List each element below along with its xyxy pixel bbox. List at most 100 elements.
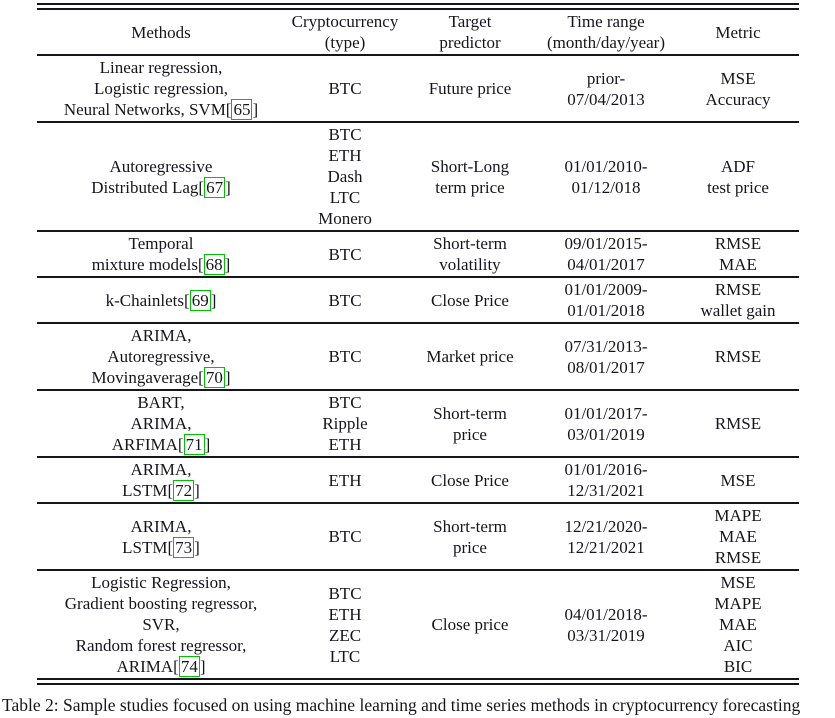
table-row: Logistic Regression, Gradient boosting re…	[37, 570, 799, 678]
table-row: k-Chainlets[69] BTC Close Price 01/01/2009-…	[37, 277, 799, 323]
header-label-line: Time range	[567, 12, 645, 31]
cell-metric: RMSE MAE	[677, 231, 799, 277]
citation-link[interactable]: 67	[204, 176, 226, 198]
cell-line: prior-	[586, 68, 626, 88]
cell-line: Distributed Lag[67]	[91, 176, 231, 198]
citation-link[interactable]: 70	[203, 367, 225, 388]
cell-line: Monero	[318, 209, 372, 228]
cell-line: ETH	[328, 435, 362, 454]
header-label-line: Methods	[131, 22, 191, 42]
cell-line: RMSE	[714, 548, 762, 567]
cell-cryptocurrency: ETH	[285, 457, 405, 503]
cell-time-range: 04/01/2018- 03/31/2019	[535, 570, 677, 678]
cell-line: wallet gain	[700, 301, 776, 320]
cell-line: LSTM[73]	[122, 536, 200, 558]
column-header-time-range: Time range (month/day/year)	[535, 10, 677, 55]
citation-link[interactable]: 69	[189, 289, 211, 311]
studies-table: Methods Cryptocurrency (type) Target predi…	[37, 10, 799, 678]
cell-line: LTC	[329, 646, 361, 666]
cell-line: 04/01/2018-	[564, 604, 648, 624]
cell-metric: MAPE MAE RMSE	[677, 503, 799, 570]
cell-time-range: 07/31/2013- 08/01/2017	[535, 323, 677, 390]
cell-line: price	[453, 537, 487, 557]
studies-table-container: Methods Cryptocurrency (type) Target predi…	[37, 3, 799, 685]
citation-link[interactable]: 68	[203, 254, 225, 275]
cell-methods: ARIMA, Autoregressive, Movingaverage[70]	[37, 323, 285, 390]
cell-line: Close Price	[431, 470, 509, 490]
cell-line: 07/04/2013	[567, 89, 645, 109]
cell-line: 12/31/2021	[567, 481, 645, 500]
cell-line: 01/01/2010-	[564, 156, 648, 176]
table-row: Linear regression, Logistic regression, Ne…	[37, 55, 799, 122]
cell-target-predictor: Future price	[405, 55, 535, 122]
cell-line: BTC	[328, 125, 362, 144]
cell-line: 01/01/2018	[567, 301, 645, 320]
header-label-line: (type)	[324, 33, 366, 52]
citation-link[interactable]: 65	[231, 99, 253, 120]
cell-line: Close price	[431, 615, 509, 634]
cell-line: ADF	[720, 156, 755, 176]
citation-link[interactable]: 72	[173, 480, 195, 501]
cell-line: price	[453, 424, 487, 444]
cell-metric: RMSE	[677, 323, 799, 390]
cell-line: ARIMA,	[130, 326, 192, 345]
cell-line: 03/31/2019	[567, 625, 645, 645]
cell-line: Random forest regressor,	[75, 636, 247, 655]
table-body: Linear regression, Logistic regression, Ne…	[37, 55, 799, 678]
cell-line: BTC	[328, 290, 362, 310]
cell-line: 07/31/2013-	[564, 336, 648, 356]
cell-cryptocurrency: BTC ETH Dash LTC Monero	[285, 122, 405, 231]
cell-line: 09/01/2015-	[564, 234, 648, 253]
cell-metric: MSE MAPE MAE AIC BIC	[677, 570, 799, 678]
cell-methods: Linear regression, Logistic regression, Ne…	[37, 55, 285, 122]
header-label-line: Metric	[715, 22, 761, 42]
cell-line: BTC	[328, 583, 362, 603]
cell-line: Close Price	[431, 290, 509, 310]
cell-line: Short-term	[433, 403, 507, 423]
cell-line: Accuracy	[705, 89, 771, 109]
cell-time-range: 09/01/2015- 04/01/2017	[535, 231, 677, 277]
cell-time-range: prior- 07/04/2013	[535, 55, 677, 122]
cell-line: volatility	[439, 255, 501, 274]
cell-line: Logistic regression,	[93, 79, 229, 98]
header-label-line: Cryptocurrency	[291, 12, 399, 31]
citation-link[interactable]: 74	[178, 656, 200, 677]
citation-link[interactable]: 71	[183, 434, 205, 455]
cell-line: ETH	[328, 604, 362, 624]
table-row: ARIMA, LSTM[73] BTC Short-term price 12/21/20…	[37, 503, 799, 570]
cell-line: 01/01/2016-	[564, 460, 648, 479]
cell-metric: RMSE wallet gain	[677, 277, 799, 323]
cell-methods: Logistic Regression, Gradient boosting re…	[37, 570, 285, 678]
cell-target-predictor: Market price	[405, 323, 535, 390]
cell-line: LSTM[72]	[122, 480, 200, 501]
column-header-target-predictor: Target predictor	[405, 10, 535, 55]
cell-metric: MSE	[677, 457, 799, 503]
cell-metric: ADF test price	[677, 122, 799, 231]
cell-line: Ripple	[322, 414, 368, 433]
cell-cryptocurrency: BTC	[285, 277, 405, 323]
cell-target-predictor: Close price	[405, 570, 535, 678]
cell-line: Linear regression,	[99, 58, 223, 77]
cell-line: Gradient boosting regressor,	[64, 594, 258, 613]
cell-line: Autoregressive,	[107, 347, 215, 366]
cell-cryptocurrency: BTC	[285, 323, 405, 390]
cell-line: 01/01/2017-	[564, 403, 648, 423]
cell-cryptocurrency: BTC Ripple ETH	[285, 390, 405, 457]
cell-methods: k-Chainlets[69]	[37, 277, 285, 323]
cell-methods: ARIMA, LSTM[73]	[37, 503, 285, 570]
cell-line: MSE	[720, 68, 756, 88]
cell-line: ETH	[328, 146, 362, 165]
header-label-line: predictor	[439, 33, 501, 52]
cell-cryptocurrency: BTC	[285, 231, 405, 277]
cell-line: RMSE	[714, 280, 762, 299]
cell-time-range: 01/01/2016- 12/31/2021	[535, 457, 677, 503]
column-header-metric: Metric	[677, 10, 799, 55]
cell-line: RMSE	[714, 347, 762, 366]
cell-line: BIC	[723, 657, 753, 676]
cell-line: BTC	[328, 79, 362, 98]
table-row: ARIMA, Autoregressive, Movingaverage[70] BT…	[37, 323, 799, 390]
cell-line: Dash	[327, 167, 363, 186]
cell-line: Movingaverage[70]	[91, 367, 231, 388]
citation-link[interactable]: 73	[173, 536, 195, 558]
cell-line: BART,	[137, 393, 185, 412]
